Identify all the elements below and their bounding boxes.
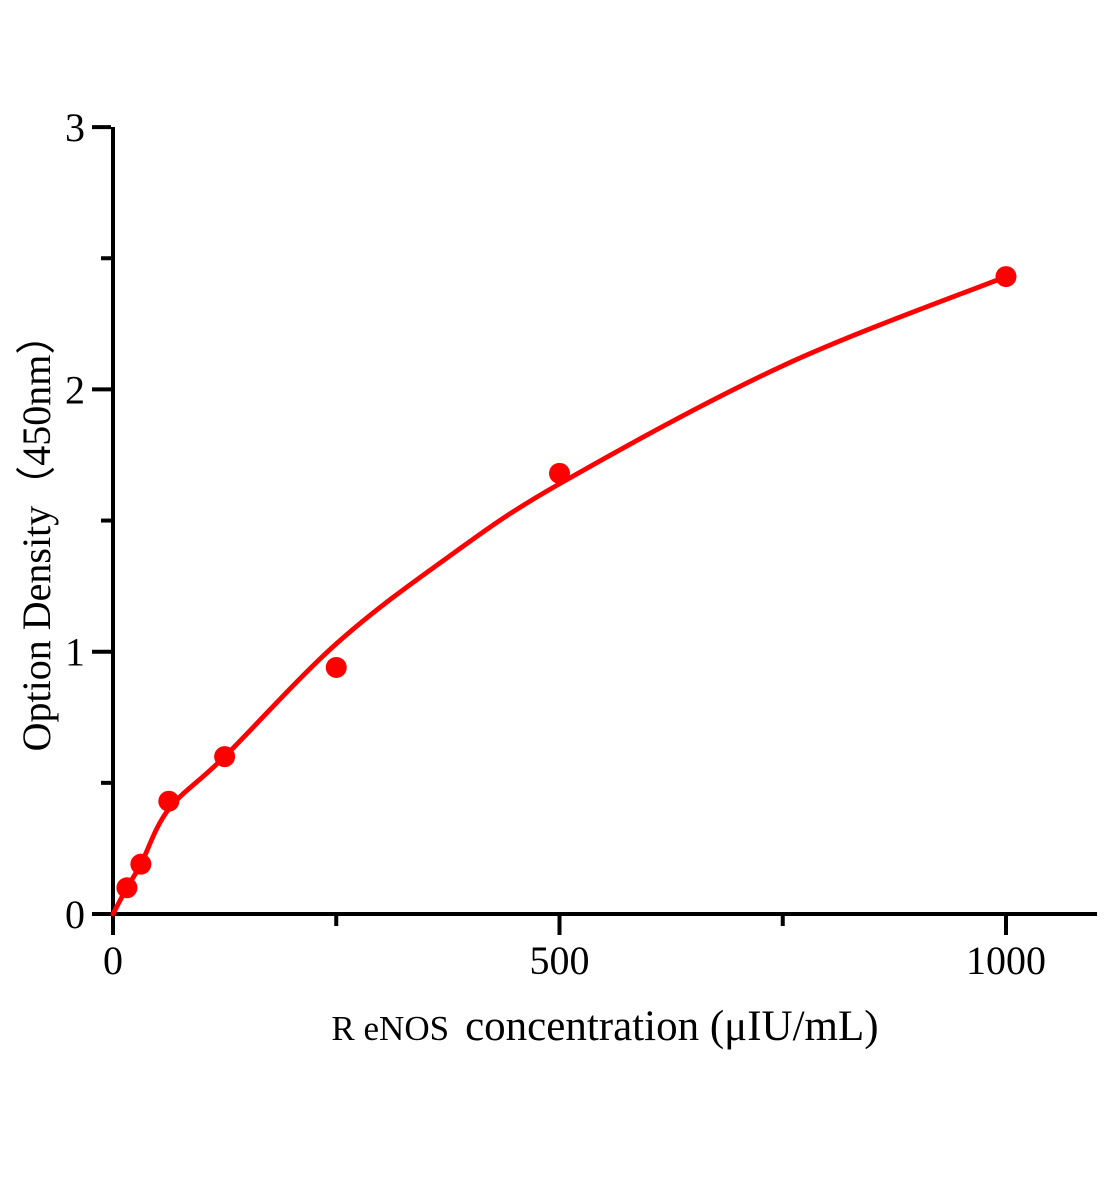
data-point [130, 853, 152, 875]
axes-layer: 0 1 2 3 0 500 1000 [65, 105, 1097, 983]
y-tick-label: 0 [65, 892, 85, 937]
series-layer [110, 266, 1017, 917]
x-axis-title-main: concentration (μIU/mL) [465, 1003, 879, 1050]
x-tick-label: 500 [530, 938, 590, 983]
axis-spine [111, 127, 1097, 916]
x-tick-label: 0 [103, 938, 123, 983]
y-tick-label: 3 [65, 105, 85, 150]
data-point [214, 746, 236, 768]
data-point [116, 877, 138, 899]
data-point [325, 656, 347, 678]
data-point [995, 266, 1017, 288]
data-point [158, 790, 180, 812]
data-point [549, 462, 570, 484]
x-axis-title-prefix: R eNOS [331, 1009, 450, 1048]
x-tick-label: 1000 [966, 938, 1046, 983]
y-axis-title: Option Density（450nm） [14, 314, 59, 752]
fitted-curve [110, 274, 1009, 917]
x-axis-title: R eNOS concentration (μIU/mL) [113, 1002, 1097, 1051]
y-tick-label: 1 [65, 630, 85, 675]
y-tick-label: 2 [65, 367, 85, 412]
